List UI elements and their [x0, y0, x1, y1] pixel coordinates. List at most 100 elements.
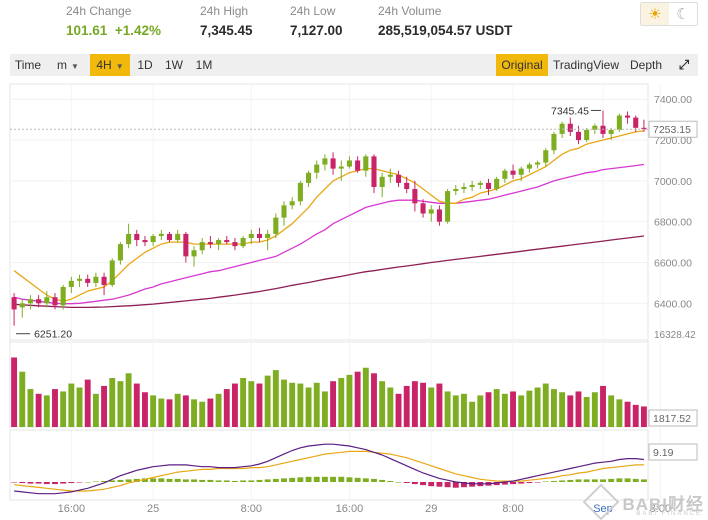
candle-body	[510, 170, 516, 175]
macd-hist-bar	[240, 480, 247, 482]
caret-down-icon: ▼	[71, 62, 79, 71]
stat-24h-volume: 24h Volume 285,519,054.57 USDT	[378, 4, 512, 38]
current-price-label-box	[648, 120, 698, 138]
macd-hist-bar	[142, 478, 148, 482]
macd-hist-bar	[534, 482, 541, 483]
candle-body	[240, 238, 246, 247]
macd-hist-bar	[231, 480, 238, 482]
interval-1m-button[interactable]: 1M	[195, 58, 213, 72]
macd-hist-bar	[379, 479, 386, 482]
candle-body	[485, 182, 492, 190]
interval-1d-button[interactable]: 1D	[137, 58, 153, 72]
candle-body	[330, 158, 336, 169]
candle-body	[297, 182, 303, 202]
time-tick-label: 16:00	[58, 503, 86, 515]
volume-bar	[600, 385, 606, 427]
candle-body	[126, 233, 132, 245]
macd-hist-bar	[158, 478, 165, 482]
high-value: 7,345.45	[200, 23, 253, 38]
price-tick-label: 7000.00	[654, 176, 692, 188]
tradingview-button[interactable]: TradingView	[552, 58, 620, 72]
macd-panel-frame	[9, 429, 649, 501]
volume-bar	[510, 391, 516, 427]
moon-icon[interactable]: ☾	[676, 6, 690, 23]
macd-hist-bar	[92, 481, 99, 482]
candle-body	[27, 299, 33, 304]
volume-bar	[338, 378, 345, 427]
stat-24h-high: 24h High 7,345.45	[200, 4, 253, 38]
volume-bar	[321, 391, 328, 427]
candle-body	[207, 242, 213, 245]
macd-hist-bar	[575, 479, 582, 482]
macd-value-label: 9.19	[653, 447, 674, 459]
interval-4h-dropdown[interactable]: 4H ▼	[90, 54, 130, 76]
candle-body	[535, 162, 541, 165]
indicator-lines	[13, 130, 644, 495]
candle-body	[346, 160, 352, 167]
interval-label: 4H	[96, 58, 112, 72]
volume-bar	[117, 381, 124, 427]
candle-body	[85, 278, 91, 283]
price-chart[interactable]: 7400.00 7200.00 7000.00 6800.00 6600.00 6400.…	[0, 80, 708, 519]
ma-mid-line	[13, 163, 644, 305]
candle-body	[502, 170, 508, 179]
macd-hist-bar	[68, 482, 75, 484]
stat-24h-low: 24h Low 7,127.00	[290, 4, 343, 38]
volume-bar	[174, 393, 181, 427]
macd-hist-bar	[493, 482, 500, 486]
candle-body	[600, 125, 606, 134]
volume-bar	[362, 367, 369, 427]
change-label: 24h Change	[66, 4, 132, 18]
theme-toggle[interactable]: ☀ ☾	[640, 2, 698, 26]
interval-1w-button[interactable]: 1W	[165, 58, 183, 72]
candle-body	[461, 186, 467, 190]
minutes-dropdown[interactable]: m ▼	[48, 54, 88, 76]
volume-bar	[207, 398, 214, 427]
volume-bar	[542, 383, 549, 427]
macd-hist-bar	[191, 479, 197, 482]
macd-hist-bar	[608, 478, 615, 482]
candle-body	[641, 127, 647, 130]
macd-hist-bar	[632, 478, 639, 482]
price-tick-label: 7200.00	[654, 135, 692, 147]
candle-body	[584, 129, 590, 141]
macd-hist-bar	[395, 482, 402, 483]
candle-body	[616, 115, 622, 130]
macd-hist-bar	[640, 479, 647, 482]
candle-body	[633, 117, 639, 128]
macd-hist-bar	[125, 479, 132, 482]
volume-bar	[248, 381, 255, 427]
macd-hist-bar	[371, 478, 377, 482]
chart-grid	[9, 83, 661, 501]
volume-bar	[305, 387, 312, 427]
macd-hist-bar	[289, 477, 296, 482]
low-annotation: 6251.20	[34, 329, 72, 341]
macd-hist-bar	[550, 480, 557, 482]
depth-button[interactable]: Depth	[629, 58, 663, 72]
candle-body	[281, 205, 287, 218]
volume-value: 285,519,054.57 USDT	[378, 23, 513, 38]
macd-hist-bar	[436, 482, 443, 487]
macd-hist-bar	[19, 482, 26, 484]
volume-bar	[223, 389, 230, 427]
macd-hist-bar	[501, 482, 508, 485]
candle-body	[273, 217, 279, 234]
volume-bar	[444, 391, 451, 427]
volume-bar	[428, 387, 435, 427]
volume-bar	[297, 383, 304, 427]
fullscreen-icon[interactable]: ⤢	[678, 57, 690, 72]
chart-toolbar: Time m ▼ 4H ▼ 1D 1W 1M Original TradingVie…	[10, 54, 698, 76]
candle-body	[101, 276, 107, 285]
time-button[interactable]: Time	[14, 58, 42, 72]
sun-icon[interactable]: ☀	[641, 3, 669, 25]
original-view-button[interactable]: Original	[496, 54, 548, 76]
macd-hist-bar	[354, 477, 361, 482]
candle-body	[150, 235, 156, 243]
macd-hist-bar	[199, 479, 206, 482]
price-tick-label: 6400.00	[654, 298, 692, 310]
volume-bar	[493, 389, 500, 427]
volume-bar	[526, 390, 533, 427]
candle-body	[477, 182, 483, 185]
candle-body	[306, 172, 312, 183]
candle-body	[608, 129, 614, 134]
